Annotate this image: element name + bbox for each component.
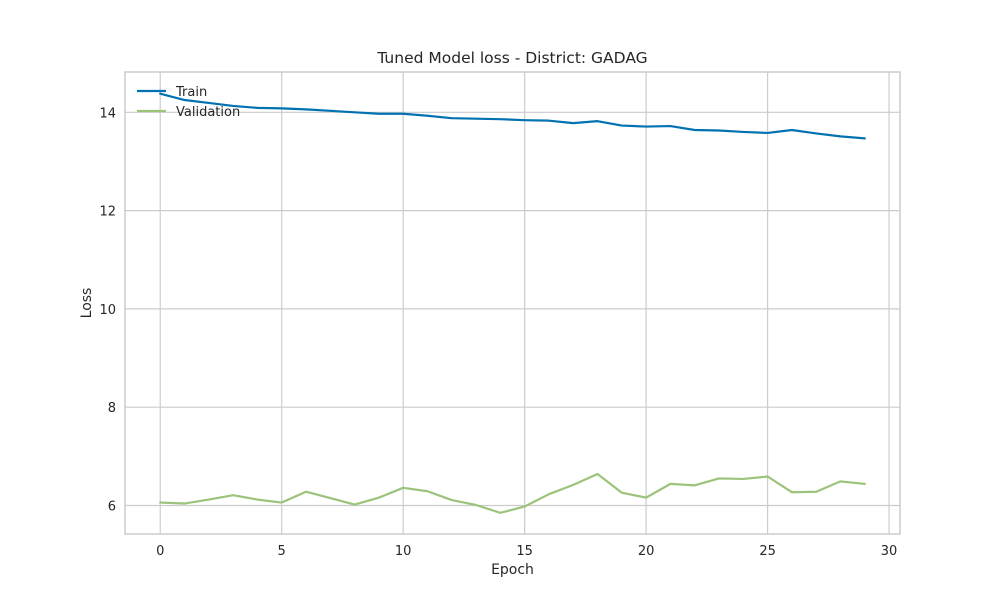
y-gridlines xyxy=(125,111,900,507)
x-tick-label: 15 xyxy=(516,544,533,559)
x-axis-title: Epoch xyxy=(491,562,534,578)
legend-label-train: Train xyxy=(175,85,207,100)
y-tick-label: 6 xyxy=(108,499,116,514)
x-tick-labels: 0 5 10 15 20 25 30 xyxy=(156,544,897,559)
series-line-validation xyxy=(159,472,866,514)
x-tick-label: 30 xyxy=(881,544,898,559)
legend-label-validation: Validation xyxy=(176,105,240,120)
y-tick-label: 10 xyxy=(99,303,116,318)
x-gridlines xyxy=(159,72,890,534)
x-tick-label: 0 xyxy=(156,544,164,559)
y-tick-labels: 6 8 10 12 14 xyxy=(99,106,116,514)
y-axis-title: Loss xyxy=(79,288,95,319)
plot-frame xyxy=(124,71,901,535)
y-tick-label: 14 xyxy=(99,106,116,121)
y-tick-label: 8 xyxy=(108,401,116,416)
x-tick-label: 5 xyxy=(278,544,286,559)
x-tick-label: 25 xyxy=(759,544,776,559)
x-tick-label: 10 xyxy=(395,544,412,559)
legend: Train Validation xyxy=(137,85,240,120)
series-line-train xyxy=(159,92,866,140)
chart-title: Tuned Model loss - District: GADAG xyxy=(376,49,647,67)
plot-area xyxy=(125,72,900,534)
y-tick-label: 12 xyxy=(99,205,116,220)
series-lines xyxy=(159,92,866,514)
x-tick-label: 20 xyxy=(638,544,655,559)
